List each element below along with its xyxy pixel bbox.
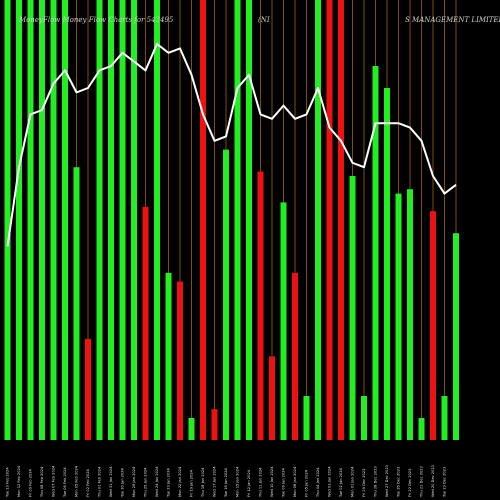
x-tick-label: Mon 01 Jan 2024 bbox=[351, 466, 355, 497]
bar-up bbox=[154, 0, 160, 440]
bar-up bbox=[62, 0, 68, 440]
bar-up bbox=[96, 0, 103, 440]
bar-up bbox=[165, 272, 172, 440]
bar-down bbox=[177, 281, 183, 440]
x-tick-label: Wed 31 Jan 2024 bbox=[109, 466, 113, 497]
x-tick-label: Thu 21 Dec 2023 bbox=[420, 466, 424, 498]
chart-title-right: (NI bbox=[258, 16, 270, 24]
bar-up bbox=[223, 149, 229, 440]
x-tick-label: Tue 02 Jan 2024 bbox=[339, 467, 343, 498]
bar-down bbox=[200, 0, 206, 440]
bar-up bbox=[441, 396, 448, 440]
x-tick-label: Tue 13 Feb 2024 bbox=[6, 467, 10, 498]
x-tick-label: Mon 15 Jan 2024 bbox=[236, 466, 240, 497]
x-tick-label: Fri 05 Jan 2024 bbox=[305, 469, 309, 497]
x-tick-label: Tue 23 Jan 2024 bbox=[167, 467, 171, 498]
bar-up bbox=[349, 176, 356, 440]
bar-up bbox=[303, 396, 310, 440]
chart-title-left: MoneyFlow Money Flow Charts for 542495 bbox=[18, 16, 174, 24]
x-tick-label: Tue 26 Dec 2023 bbox=[397, 467, 401, 498]
x-tick-label: Mon 05 Feb 2024 bbox=[75, 465, 79, 497]
bar-up bbox=[384, 88, 390, 440]
x-tick-label: Thu 11 Jan 2024 bbox=[259, 467, 263, 498]
bar-down bbox=[430, 211, 436, 440]
bars-group bbox=[4, 0, 459, 440]
bar-up bbox=[280, 202, 287, 440]
x-tick-labels: Tue 13 Feb 2024 Mon 12 Feb 2024 Fri 09 Feb… bbox=[6, 465, 447, 498]
bar-up bbox=[407, 189, 413, 440]
bar-up bbox=[16, 0, 22, 440]
bar-down bbox=[142, 206, 149, 440]
money-flow-line-group bbox=[6, 43, 457, 247]
bar-down bbox=[269, 356, 275, 440]
bar-up bbox=[119, 0, 126, 440]
x-tick-label: Thu 28 Dec 2023 bbox=[374, 466, 378, 498]
bar-up bbox=[131, 0, 137, 440]
chart-title-right-continued: S MANAGEMENT LIMITED) Ma bbox=[405, 16, 500, 24]
x-tick-label: Fri 12 Jan 2024 bbox=[247, 469, 251, 497]
x-tick-label: Mon 22 Jan 2024 bbox=[178, 466, 182, 497]
bar-up bbox=[372, 66, 379, 440]
bar-up bbox=[234, 0, 241, 440]
bar-up bbox=[246, 0, 252, 440]
x-tick-label: Tue 06 Feb 2024 bbox=[63, 467, 67, 498]
bar-up bbox=[108, 0, 114, 440]
x-tick-label: Fri 09 Feb 2024 bbox=[29, 468, 33, 497]
x-tick-label: Tue 19 Dec 2023 bbox=[443, 467, 447, 498]
bar-down bbox=[211, 409, 218, 440]
bar-up bbox=[395, 193, 402, 440]
x-tick-label: Wed 20 Dec 2023 bbox=[431, 465, 435, 497]
x-tick-label: Fri 19 Jan 2024 bbox=[190, 469, 194, 497]
x-tick-label: Fri 22 Dec 2023 bbox=[408, 469, 412, 497]
bar-down bbox=[85, 338, 91, 440]
bar-up bbox=[73, 167, 80, 440]
x-tick-label: Mon 12 Feb 2024 bbox=[17, 465, 21, 497]
bar-up bbox=[418, 418, 425, 440]
bar-up bbox=[315, 0, 321, 440]
x-tick-label: Tue 30 Jan 2024 bbox=[121, 467, 125, 498]
x-tick-label: Tue 09 Jan 2024 bbox=[282, 467, 286, 498]
bar-down bbox=[326, 0, 333, 440]
x-tick-label: Mon 29 Jan 2024 bbox=[132, 466, 136, 497]
x-tick-label: Wed 03 Jan 2024 bbox=[328, 466, 332, 497]
bar-up bbox=[453, 233, 459, 440]
x-tick-label: Thu 01 Feb 2024 bbox=[98, 466, 102, 498]
bar-up bbox=[27, 0, 34, 440]
x-tick-label: Thu 04 Jan 2024 bbox=[316, 467, 320, 498]
x-tick-label: Thu 18 Jan 2024 bbox=[201, 467, 205, 498]
x-tick-label: Thu 25 Jan 2024 bbox=[144, 467, 148, 498]
bar-down bbox=[338, 0, 344, 440]
x-tick-label: Fri 29 Dec 2023 bbox=[362, 469, 366, 497]
x-tick-label: Wed 17 Jan 2024 bbox=[213, 466, 217, 497]
bar-up bbox=[4, 0, 11, 440]
x-tick-label: Wed 24 Jan 2024 bbox=[155, 466, 159, 497]
bar-up bbox=[361, 396, 367, 440]
bar-up bbox=[188, 418, 195, 440]
bar-up bbox=[39, 0, 45, 440]
bar-down bbox=[292, 272, 298, 440]
x-tick-label: Wed 10 Jan 2024 bbox=[270, 466, 274, 497]
x-tick-label: Wed 07 Feb 2024 bbox=[52, 465, 56, 497]
x-tick-label: Fri 02 Feb 2024 bbox=[86, 468, 90, 497]
money-flow-line bbox=[6, 43, 457, 247]
x-tick-label: Wed 27 Dec 2023 bbox=[385, 465, 389, 497]
bar-up bbox=[50, 0, 57, 440]
x-tick-label: Mon 08 Jan 2024 bbox=[293, 466, 297, 497]
x-tick-label: Thu 08 Feb 2024 bbox=[40, 466, 44, 498]
bar-down bbox=[257, 171, 264, 440]
x-tick-label: Tue 16 Jan 2024 bbox=[224, 467, 228, 498]
